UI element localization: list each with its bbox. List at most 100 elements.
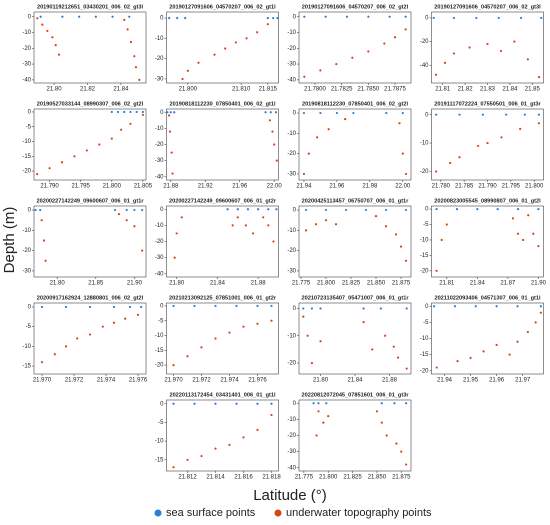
data-point xyxy=(527,214,530,217)
y-tick-label: 0 xyxy=(28,14,32,20)
data-point xyxy=(134,66,138,69)
data-point xyxy=(304,229,308,232)
data-point xyxy=(405,367,408,370)
data-point xyxy=(257,208,260,211)
data-point xyxy=(404,208,408,212)
data-point xyxy=(306,334,309,337)
legend-label: sea surface points xyxy=(166,507,256,519)
data-point xyxy=(186,355,189,358)
data-point xyxy=(314,223,318,226)
data-point xyxy=(236,216,239,219)
data-point xyxy=(399,245,403,248)
data-point xyxy=(224,47,227,50)
data-point xyxy=(193,304,196,308)
data-point xyxy=(168,16,171,20)
data-point xyxy=(78,15,81,18)
data-point xyxy=(537,245,540,248)
data-point xyxy=(54,44,57,47)
x-tick-label: 21.96 xyxy=(232,184,248,190)
data-point xyxy=(534,321,537,324)
data-point xyxy=(486,42,489,46)
x-tick-label: 21.96 xyxy=(489,378,505,384)
plot-frame xyxy=(298,11,412,84)
y-tick-label: -10 xyxy=(155,36,164,42)
data-point xyxy=(380,402,383,405)
panel-title: 20190818112230_07850401_006_02_gt2l xyxy=(302,101,409,107)
x-tick-label: 21.818 xyxy=(262,475,281,481)
x-tick-label: 21.81 xyxy=(435,87,451,93)
data-point xyxy=(302,111,306,115)
data-point xyxy=(172,364,175,367)
panel-title: 20211022093406_04571307_006_01_gt1l xyxy=(434,295,541,301)
data-point xyxy=(141,208,144,212)
x-tick-label: 21.83 xyxy=(480,87,496,93)
y-tick-label: 0 xyxy=(425,207,429,213)
data-point xyxy=(322,421,325,424)
data-point xyxy=(481,113,484,116)
y-tick-label: -30 xyxy=(22,62,31,68)
data-point xyxy=(269,111,272,114)
data-point xyxy=(434,73,438,76)
y-tick-label: -10 xyxy=(22,139,31,145)
data-point xyxy=(46,29,49,33)
x-tick-label: 21.976 xyxy=(129,378,148,384)
x-tick-label: 21.850 xyxy=(367,281,386,287)
data-point xyxy=(435,170,438,173)
data-point xyxy=(270,402,273,405)
data-point xyxy=(516,340,519,343)
legend-label: underwater topography points xyxy=(286,507,432,519)
data-point xyxy=(433,305,436,308)
data-point xyxy=(61,15,64,18)
y-tick-label: 0 xyxy=(160,16,164,22)
y-tick-label: -40 xyxy=(287,465,296,471)
data-point xyxy=(173,256,176,259)
data-point xyxy=(435,207,438,211)
x-tick-label: 21.875 xyxy=(392,281,411,287)
panel-title: 20190127091606_04570207_006_02_gt2l xyxy=(302,4,409,10)
data-point xyxy=(141,249,144,252)
data-point xyxy=(268,119,271,122)
x-tick-label: 21.94 xyxy=(296,184,312,190)
data-point xyxy=(404,172,408,176)
x-tick-label: 21.775 xyxy=(295,475,314,481)
data-point xyxy=(511,217,515,220)
y-tick-label: -5 xyxy=(26,124,32,130)
data-point xyxy=(264,111,267,114)
y-tick-label: 0 xyxy=(293,111,297,117)
data-point xyxy=(129,122,132,125)
x-tick-label: 21.98 xyxy=(362,184,378,190)
data-point xyxy=(393,402,396,405)
y-tick-label: -20 xyxy=(155,239,164,245)
y-tick-label: -40 xyxy=(287,77,296,83)
data-point xyxy=(324,219,328,222)
data-point xyxy=(40,361,44,364)
x-tick-label: 21.84 xyxy=(210,281,226,287)
data-point xyxy=(344,118,347,121)
x-tick-label: 21.84 xyxy=(347,378,363,384)
data-point xyxy=(256,322,259,325)
x-tick-label: 21.7875 xyxy=(384,87,406,93)
y-tick-label: -30 xyxy=(287,268,296,274)
data-point xyxy=(267,224,270,227)
y-tick-label: -10 xyxy=(155,439,164,445)
data-point xyxy=(173,111,176,114)
data-point xyxy=(271,130,274,133)
data-point xyxy=(94,15,97,18)
data-point xyxy=(482,350,485,353)
y-tick-label: -40 xyxy=(155,271,164,277)
x-tick-label: 21.90 xyxy=(127,281,143,287)
data-point xyxy=(404,259,408,262)
data-point xyxy=(334,223,338,226)
y-tick-label: -5 xyxy=(423,222,429,228)
plot-frame xyxy=(166,205,279,278)
y-tick-label: 0 xyxy=(28,110,32,116)
x-tick-label: 21.974 xyxy=(220,378,239,384)
plot-frame xyxy=(431,205,544,278)
data-point xyxy=(522,238,525,242)
panel-title: 20190127091606_04570207_006_02_gt3l xyxy=(434,4,541,10)
data-point xyxy=(170,151,173,154)
data-point xyxy=(110,137,113,140)
data-point xyxy=(36,172,39,176)
y-tick-label: 0 xyxy=(28,208,32,214)
data-point xyxy=(440,238,443,242)
